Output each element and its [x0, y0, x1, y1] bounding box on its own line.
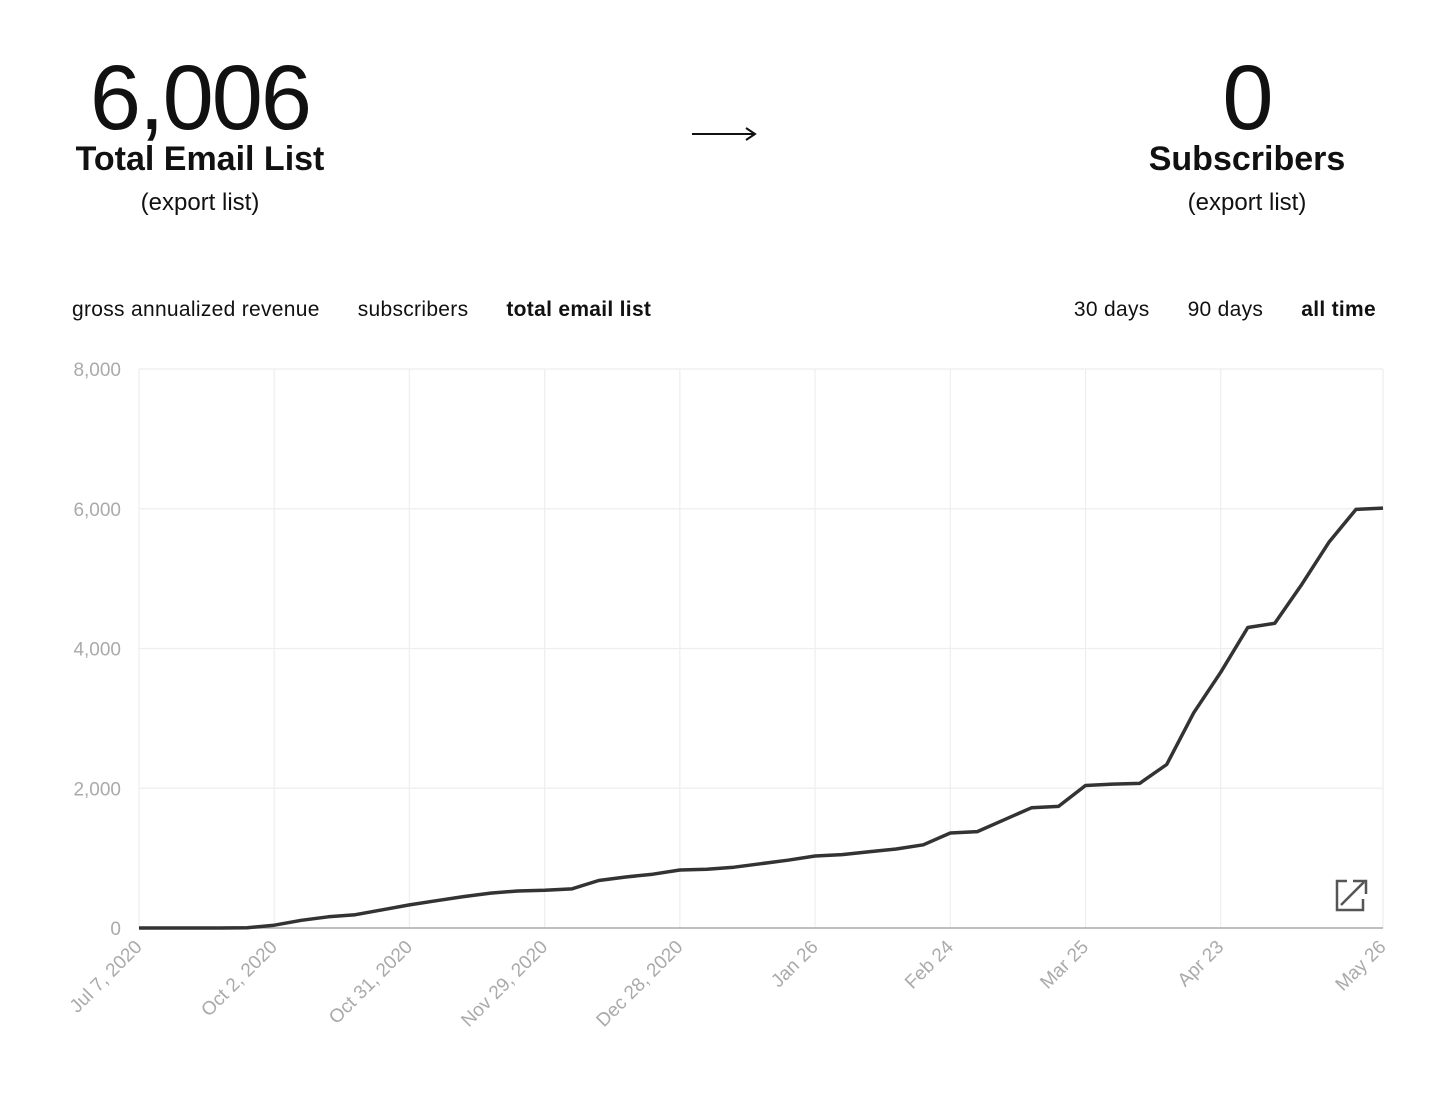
y-tick-label: 2,000: [73, 779, 121, 800]
x-tick-label: Apr 23: [1174, 937, 1228, 991]
stat-value: 6,006: [89, 47, 312, 149]
external-link-icon[interactable]: [1335, 879, 1368, 912]
export-link[interactable]: (export list): [1187, 189, 1307, 216]
tab[interactable]: 90 days: [1187, 298, 1264, 321]
data-line: [139, 506, 1384, 930]
y-tick-label: 4,000: [73, 640, 121, 661]
stat: 6,006 Total Email List (export list): [0, 52, 400, 217]
x-tick-label: Jul 7, 2020: [66, 937, 147, 1018]
stat-label: Total Email List: [75, 140, 325, 178]
stat: 0 Subscribers (export list): [1047, 52, 1447, 217]
x-tick-label: Nov 29, 2020: [457, 937, 552, 1032]
export-link[interactable]: (export list): [140, 189, 260, 216]
x-tick-label: Feb 24: [901, 936, 958, 993]
chart: May 26 Apr 23 Mar 25 Feb 24 Jan 26 Dec 28, 20…: [66, 360, 1391, 1032]
x-tick-label: May 26: [1332, 937, 1391, 996]
stat-value: 0: [1222, 47, 1273, 149]
stat-label: Subscribers: [1148, 140, 1346, 178]
x-tick-label: Dec 28, 2020: [593, 937, 688, 1032]
tab[interactable]: all time: [1301, 298, 1376, 321]
tab[interactable]: total email list: [506, 298, 652, 321]
tab[interactable]: 30 days: [1073, 298, 1150, 321]
x-tick-label: Mar 25: [1036, 937, 1093, 994]
x-tick-label: Oct 2, 2020: [197, 937, 281, 1021]
arrow: [692, 127, 757, 141]
y-tick-label: 6,000: [73, 500, 121, 521]
x-tick-label: Oct 31, 2020: [325, 937, 417, 1029]
x-tick-label: Jan 26: [767, 937, 822, 992]
y-tick-label: 0: [110, 919, 121, 940]
y-tick-label: 8,000: [73, 360, 121, 381]
tab[interactable]: subscribers: [357, 298, 469, 321]
metric-tabs: gross annualized revenue subscribers total…: [72, 298, 651, 322]
range-tabs: 30 days 90 days all time: [1074, 298, 1376, 322]
tab[interactable]: gross annualized revenue: [72, 298, 320, 321]
